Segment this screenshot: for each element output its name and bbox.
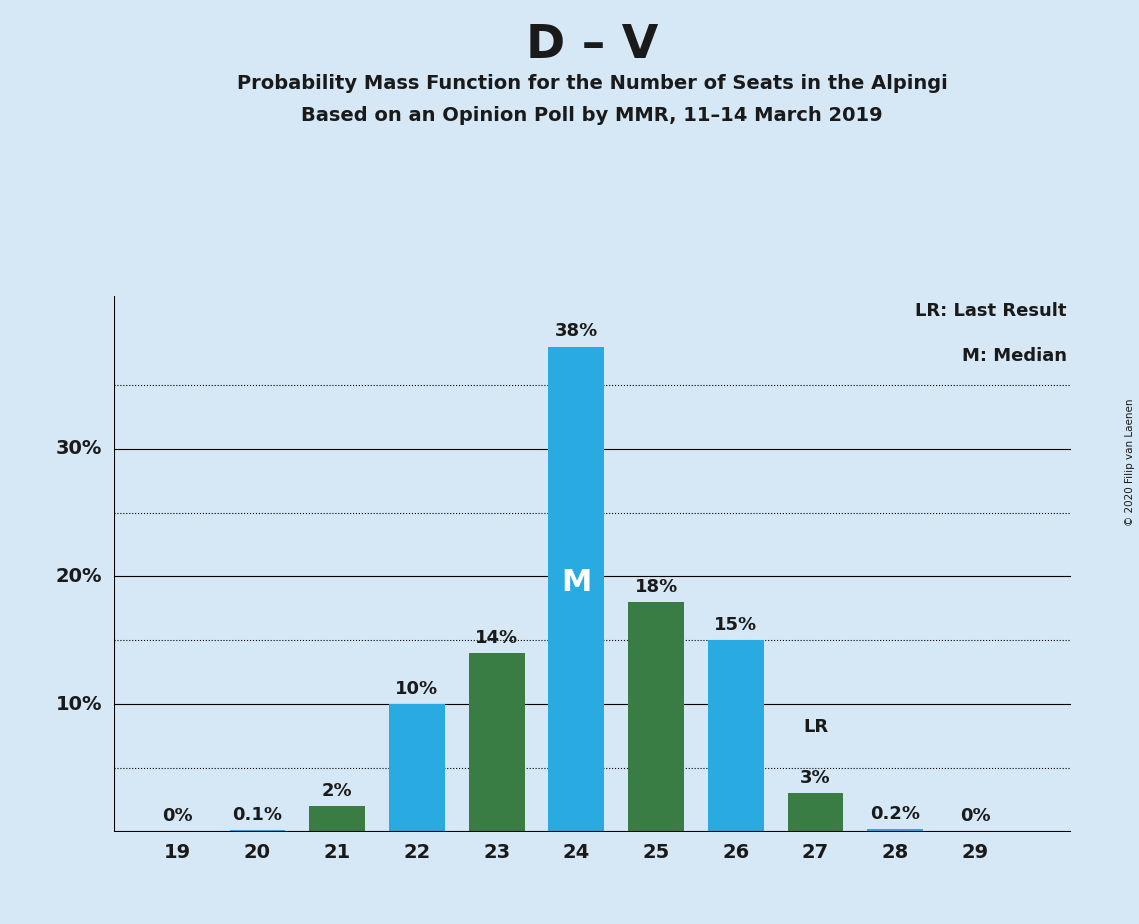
Bar (309, 806, 364, 832)
Text: M: Median: M: Median (961, 346, 1066, 365)
Text: 0%: 0% (960, 808, 990, 825)
Bar (229, 831, 285, 832)
Text: 10%: 10% (56, 695, 103, 713)
Text: 14%: 14% (475, 628, 518, 647)
Text: M: M (562, 568, 591, 597)
Text: 0%: 0% (163, 808, 192, 825)
Text: Based on an Opinion Poll by MMR, 11–14 March 2019: Based on an Opinion Poll by MMR, 11–14 M… (302, 106, 883, 126)
Bar (788, 794, 843, 832)
Bar (629, 602, 683, 832)
Text: D – V: D – V (526, 23, 658, 68)
Bar (469, 653, 524, 832)
Text: 0.1%: 0.1% (232, 806, 282, 824)
Bar (868, 829, 923, 832)
Text: © 2020 Filip van Laenen: © 2020 Filip van Laenen (1125, 398, 1134, 526)
Text: 18%: 18% (634, 578, 678, 596)
Bar (708, 640, 763, 832)
Text: LR: Last Result: LR: Last Result (915, 302, 1066, 320)
Text: 20%: 20% (56, 567, 103, 586)
Bar (549, 346, 604, 832)
Text: 3%: 3% (801, 769, 830, 787)
Text: 38%: 38% (555, 322, 598, 340)
Text: 10%: 10% (395, 680, 439, 698)
Text: LR: LR (803, 718, 828, 736)
Text: 15%: 15% (714, 615, 757, 634)
Text: 0.2%: 0.2% (870, 805, 920, 822)
Text: Probability Mass Function for the Number of Seats in the Alpingi: Probability Mass Function for the Number… (237, 74, 948, 93)
Text: 2%: 2% (322, 782, 352, 799)
Bar (388, 704, 444, 832)
Text: 30%: 30% (56, 439, 103, 458)
